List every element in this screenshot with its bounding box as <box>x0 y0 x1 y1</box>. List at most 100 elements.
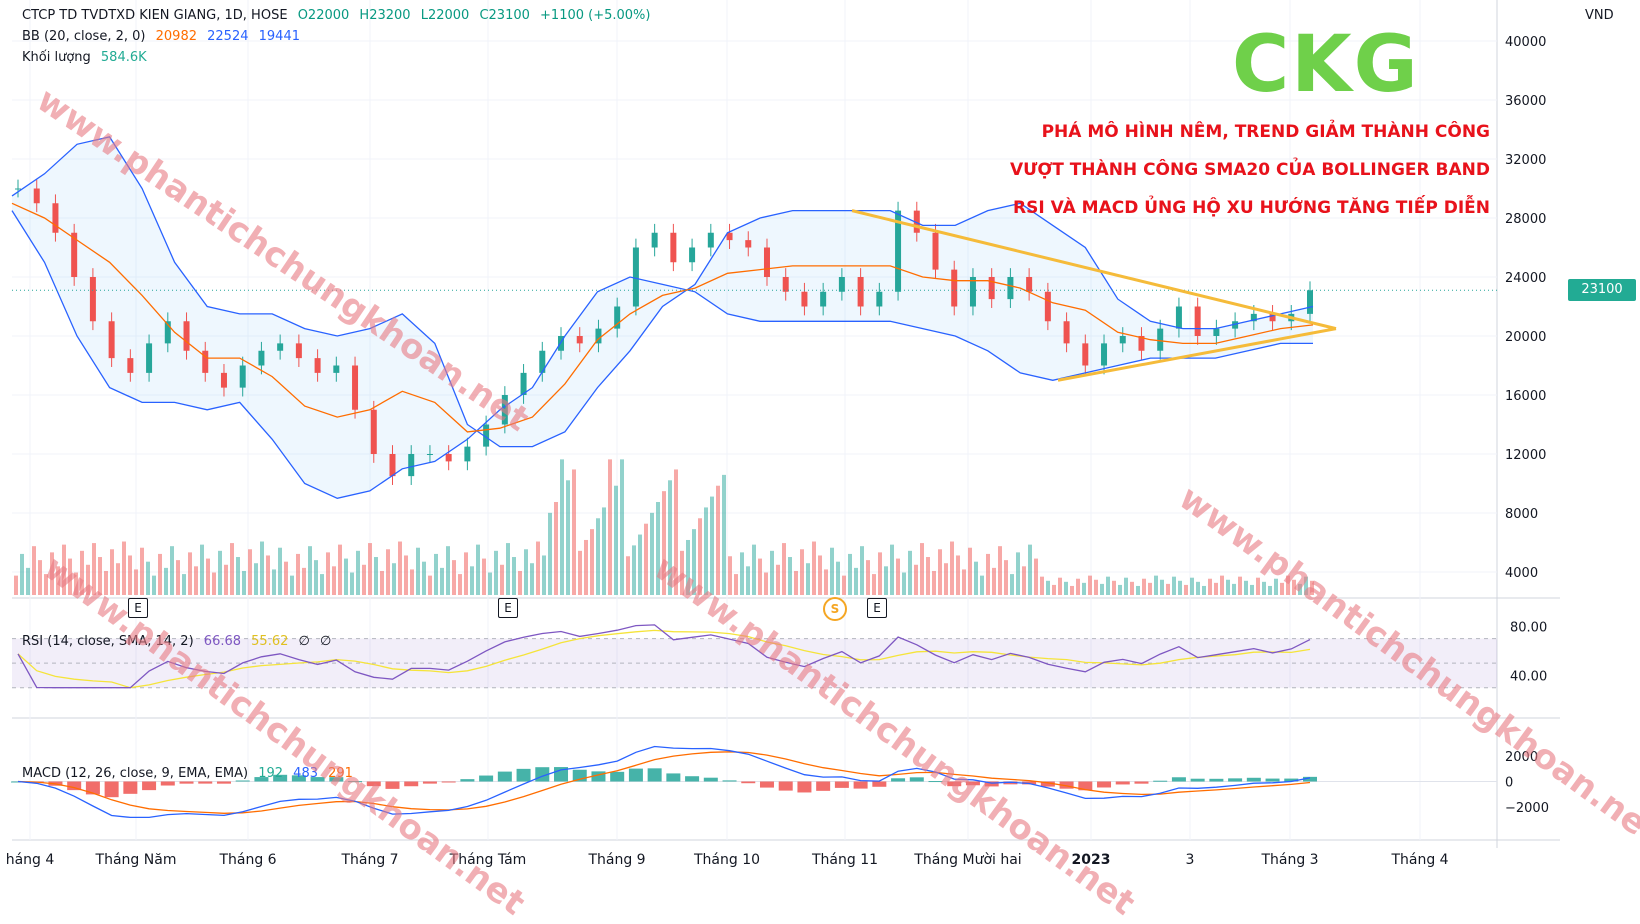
volume-bar <box>1226 579 1230 595</box>
volume-bar <box>332 566 336 595</box>
volume-bar <box>506 543 510 595</box>
indicator-lines <box>11 136 1497 499</box>
macd-histogram-bar <box>1246 777 1261 782</box>
volume-bar <box>632 545 636 595</box>
volume-bar <box>1082 582 1086 595</box>
volume-bar <box>248 549 252 595</box>
volume-bar <box>530 563 534 595</box>
macd-histogram-bar <box>160 781 175 786</box>
volume-bar <box>830 547 834 595</box>
candle-body <box>595 328 602 344</box>
volume-bar <box>500 564 504 595</box>
volume-bar <box>770 550 774 595</box>
time-tick-label: Tháng 7 <box>340 852 398 868</box>
volume-bar <box>56 566 60 595</box>
time-axis: háng 4 Tháng Năm Tháng 6 Tháng 7 Tháng Tám Th… <box>6 852 1449 868</box>
candle-body <box>1026 277 1033 292</box>
volume-bar <box>392 563 396 595</box>
volume-bar <box>854 567 858 595</box>
volume-bar <box>260 541 264 595</box>
candle-body <box>1175 306 1182 329</box>
price-tick-label: 24000 <box>1505 271 1546 286</box>
volume-bar <box>572 469 576 595</box>
time-tick-label: Tháng 10 <box>693 852 760 868</box>
candle-body <box>876 291 883 307</box>
volume-bar <box>1088 575 1092 595</box>
volume-bar <box>932 570 936 595</box>
price-tick-label: 4000 <box>1505 566 1538 581</box>
volume-bar <box>380 570 384 595</box>
volume-bar <box>926 557 930 595</box>
volume-bar <box>296 553 300 595</box>
volume-bar <box>794 570 798 595</box>
time-tick-label: Tháng 9 <box>587 852 645 868</box>
time-tick-label: Tháng Năm <box>95 852 177 868</box>
candle-body <box>52 203 59 233</box>
time-tick-label: háng 4 <box>6 852 55 868</box>
wedge-pattern <box>851 209 1337 382</box>
volume-bar <box>1058 577 1062 595</box>
macd-histogram-bar <box>1209 778 1224 782</box>
volume-label: Khối lượng <box>22 50 91 65</box>
macd-histogram-bar <box>947 781 962 787</box>
price-tick-label: 8000 <box>1505 507 1538 522</box>
volume-bar <box>746 566 750 595</box>
volume-bar <box>740 552 744 595</box>
volume-bar <box>38 560 42 595</box>
volume-bar <box>674 469 678 595</box>
volume-bar <box>470 566 474 595</box>
candle-body <box>295 343 302 359</box>
note-1: PHÁ MÔ HÌNH NÊM, TREND GIẢM THÀNH CÔNG <box>1041 122 1490 142</box>
candle-body <box>389 454 396 477</box>
bb-legend: BB (20, close, 2, 0) 20982 22524 19441 <box>22 29 306 44</box>
candle-body <box>745 240 752 248</box>
macd-histogram-bar <box>1265 778 1280 782</box>
macd-histogram-bar <box>722 780 737 782</box>
volume-bar <box>860 546 864 595</box>
volume-bar <box>752 544 756 595</box>
macd-label: MACD (12, 26, close, 9, EMA, EMA) <box>22 766 249 781</box>
candle-body <box>183 321 190 351</box>
macd-hist-value: 192 <box>258 766 284 781</box>
volume-bar <box>872 574 876 595</box>
volume-bar <box>236 557 240 595</box>
rsi-line <box>17 624 1311 689</box>
candle-body <box>1250 313 1257 322</box>
volume-bar <box>326 552 330 595</box>
macd-histogram-bar <box>741 781 756 784</box>
volume-bar <box>1292 579 1296 595</box>
volume-bar <box>1298 583 1302 595</box>
volume-bar <box>962 569 966 595</box>
volume-bar <box>1262 581 1266 595</box>
price-tick-label: 20000 <box>1505 330 1546 345</box>
earnings-badge-2[interactable]: E <box>498 598 518 618</box>
volume-bar <box>758 558 762 595</box>
volume-bar <box>944 563 948 595</box>
candle-body <box>352 365 359 410</box>
candle-body <box>1138 336 1145 351</box>
volume-bar <box>14 575 18 595</box>
volume-bar <box>1154 575 1158 595</box>
candle-body <box>108 321 115 359</box>
candle-body <box>202 350 209 373</box>
currency-label: VND <box>1585 8 1614 23</box>
earnings-badge-1[interactable]: E <box>128 598 148 618</box>
macd-histogram-bar <box>928 781 943 783</box>
volume-bar <box>206 558 210 595</box>
volume-bar <box>290 575 294 595</box>
volume-bar <box>1190 577 1194 595</box>
candle-body <box>501 395 508 425</box>
macd-histogram-bar <box>273 774 288 782</box>
rsi-tick-label: 40.00 <box>1510 669 1547 684</box>
earnings-badge-3[interactable]: E <box>867 598 887 618</box>
macd-histogram-bar <box>1059 781 1074 789</box>
split-badge[interactable]: S <box>823 597 847 621</box>
candle-body <box>408 454 415 477</box>
candle-body <box>1213 328 1220 336</box>
volume-bar <box>116 563 120 595</box>
volume-bar <box>1160 579 1164 595</box>
candle-body <box>857 277 864 307</box>
candle-body <box>239 365 246 388</box>
volume-bar <box>128 555 132 595</box>
